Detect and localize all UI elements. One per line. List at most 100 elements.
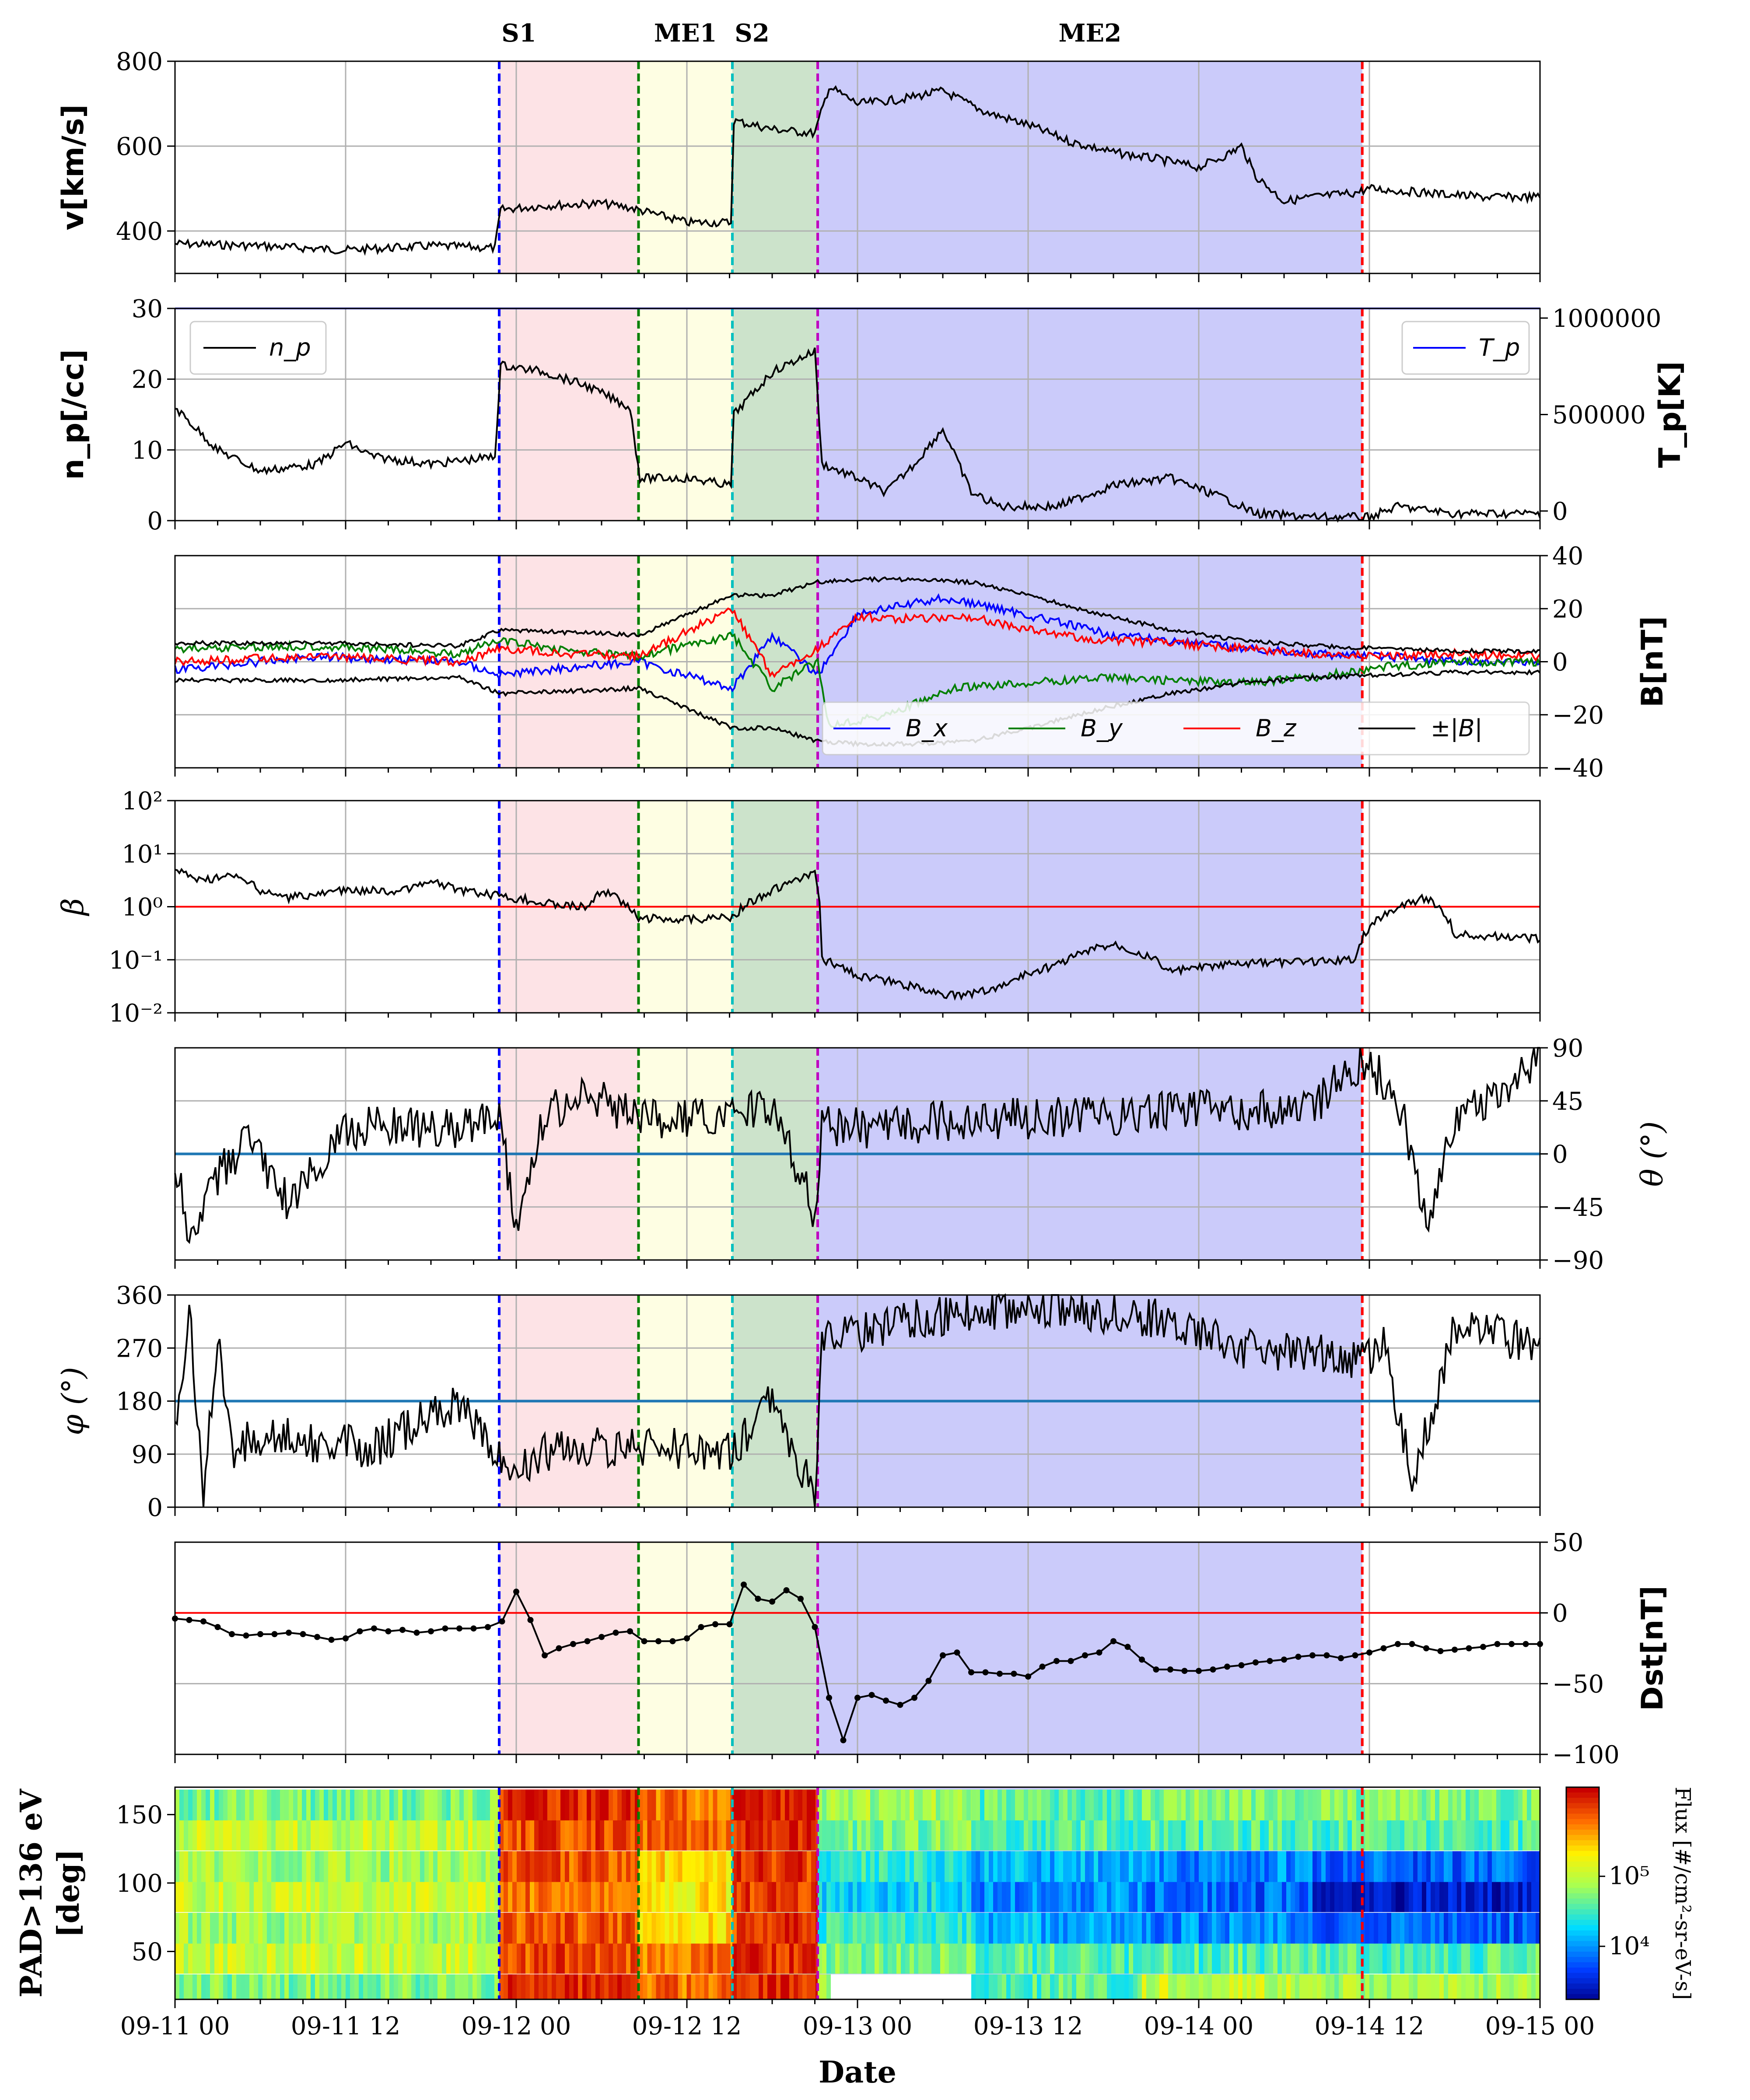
pad-cell [1094, 1913, 1099, 1944]
pad-cell [372, 1851, 377, 1882]
pad-cell [1470, 1789, 1475, 1820]
y-axis-label: PAD>136 eV [14, 1788, 49, 1998]
pad-cell [1308, 1942, 1313, 1974]
pad-cell [1221, 1851, 1225, 1882]
dst-point [854, 1694, 861, 1701]
pad-cell [232, 1913, 237, 1944]
pad-cell [214, 1974, 219, 1999]
pad-cell [1488, 1820, 1492, 1851]
pad-cell [669, 1789, 674, 1820]
pad-cell [433, 1942, 438, 1974]
pad-cell [866, 1820, 871, 1851]
pad-cell [1120, 1881, 1125, 1912]
pad-cell [254, 1913, 259, 1944]
pad-cell [464, 1820, 469, 1851]
pad-cell [1299, 1851, 1304, 1882]
pad-cell [1164, 1942, 1169, 1974]
pad-cell [280, 1789, 285, 1820]
pad-cell [315, 1913, 320, 1944]
pad-cell [1229, 1789, 1234, 1820]
pad-cell [1466, 1881, 1470, 1912]
y-tick-label: 400 [116, 217, 163, 246]
y-tick-label: 270 [116, 1334, 163, 1363]
pad-cell [446, 1881, 451, 1912]
dst-point [1124, 1644, 1131, 1650]
pad-cell [490, 1881, 495, 1912]
colorbar-step [1566, 1798, 1599, 1804]
pad-cell [228, 1851, 232, 1882]
pad-cell [175, 1974, 180, 1999]
pad-cell [651, 1881, 656, 1912]
y-axis-label: n_p[/cc] [56, 349, 91, 480]
pad-cell [464, 1851, 469, 1882]
dst-point [997, 1670, 1003, 1677]
pad-cell [927, 1851, 932, 1882]
pad-cell [923, 1789, 928, 1820]
pad-cell [1006, 1789, 1011, 1820]
pad-cell [1159, 1974, 1164, 1999]
pad-cell [306, 1913, 311, 1944]
dst-point [1281, 1656, 1287, 1663]
pad-cell [184, 1789, 189, 1820]
pad-cell [1068, 1974, 1072, 1999]
pad-cell [759, 1913, 763, 1944]
pad-cell [1435, 1913, 1440, 1944]
pad-cell [1466, 1913, 1470, 1944]
pad-cell [1216, 1820, 1221, 1851]
pad-cell [853, 1942, 858, 1974]
pad-cell [1177, 1820, 1182, 1851]
pad-cell [883, 1820, 888, 1851]
series-np-line [175, 347, 1541, 524]
pad-cell [499, 1820, 504, 1851]
pad-cell [214, 1913, 219, 1944]
pad-cell [870, 1942, 875, 1974]
pad-cell [737, 1881, 742, 1912]
pad-cell [1098, 1942, 1103, 1974]
pad-cell [298, 1942, 302, 1974]
pad-cell [284, 1974, 289, 1999]
pad-cell [385, 1820, 390, 1851]
pad-cell [504, 1974, 508, 1999]
pad-cell [249, 1820, 254, 1851]
pad-cell [609, 1881, 613, 1912]
pad-cell [879, 1974, 884, 1999]
pad-cell [980, 1974, 985, 1999]
pad-cell [1431, 1942, 1435, 1974]
pad-cell [1479, 1851, 1484, 1882]
pad-cell [1326, 1881, 1330, 1912]
pad-cell [811, 1881, 816, 1912]
pad-cell [704, 1789, 709, 1820]
pad-cell [402, 1851, 407, 1882]
pad-cell [543, 1974, 548, 1999]
dst-point [726, 1621, 733, 1628]
pad-cell [197, 1789, 202, 1820]
region-me2-shade [818, 1542, 1362, 1754]
pad-cell [574, 1820, 578, 1851]
pad-cell [822, 1881, 827, 1912]
pad-cell [875, 1851, 879, 1882]
pad-cell [1098, 1851, 1103, 1882]
pad-cell [446, 1820, 451, 1851]
pad-cell [1295, 1942, 1300, 1974]
pad-cell [826, 1881, 831, 1912]
pad-cell [490, 1851, 495, 1882]
pad-cell [1076, 1974, 1081, 1999]
pad-cell [1124, 1820, 1129, 1851]
pad-cell [490, 1913, 495, 1944]
pad-cell [1234, 1789, 1239, 1820]
pad-cell [1181, 1974, 1186, 1999]
pad-cell [600, 1942, 605, 1974]
pad-cell [179, 1789, 184, 1820]
pad-cell [521, 1789, 526, 1820]
pad-cell [737, 1974, 742, 1999]
pad-cell [682, 1942, 687, 1974]
pad-cell [617, 1974, 622, 1999]
pad-cell [1024, 1942, 1029, 1974]
pad-cell [1348, 1820, 1352, 1851]
pad-cell [945, 1789, 949, 1820]
pad-cell [1059, 1913, 1064, 1944]
pad-cell [1326, 1913, 1330, 1944]
pad-cell [1081, 1820, 1085, 1851]
pad-cell [1225, 1974, 1230, 1999]
